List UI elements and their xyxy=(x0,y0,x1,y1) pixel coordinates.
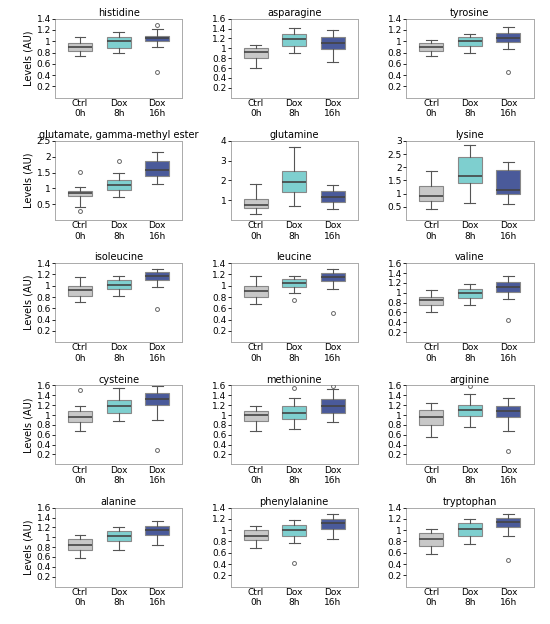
Bar xyxy=(145,36,169,41)
Bar xyxy=(282,170,306,192)
Bar xyxy=(68,411,92,422)
Bar xyxy=(68,191,92,196)
Y-axis label: Levels (AU): Levels (AU) xyxy=(24,275,34,330)
Bar xyxy=(107,280,130,288)
Title: histidine: histidine xyxy=(98,8,140,18)
Bar xyxy=(321,399,345,412)
Bar xyxy=(497,518,520,527)
Bar xyxy=(497,170,520,193)
Title: methionine: methionine xyxy=(267,374,322,384)
Bar xyxy=(497,406,520,417)
Bar xyxy=(145,271,169,280)
Bar xyxy=(107,180,130,190)
Title: isoleucine: isoleucine xyxy=(94,253,143,263)
Bar xyxy=(107,37,130,48)
Bar xyxy=(497,33,520,42)
Bar xyxy=(244,411,268,421)
Bar xyxy=(321,273,345,281)
Bar xyxy=(145,393,169,405)
Bar xyxy=(244,48,268,58)
Title: asparagine: asparagine xyxy=(267,8,322,18)
Title: valine: valine xyxy=(455,253,485,263)
Title: tryptophan: tryptophan xyxy=(443,497,497,507)
Bar xyxy=(458,524,482,536)
Bar xyxy=(458,289,482,298)
Bar xyxy=(458,37,482,46)
Bar xyxy=(282,406,306,419)
Bar xyxy=(68,286,92,296)
Title: alanine: alanine xyxy=(101,497,136,507)
Bar xyxy=(145,527,169,535)
Bar xyxy=(282,34,306,46)
Bar xyxy=(458,405,482,416)
Title: tyrosine: tyrosine xyxy=(450,8,490,18)
Bar xyxy=(107,532,130,541)
Y-axis label: Levels (AU): Levels (AU) xyxy=(24,153,34,208)
Title: glutamine: glutamine xyxy=(270,130,319,140)
Title: leucine: leucine xyxy=(277,253,312,263)
Bar xyxy=(458,157,482,183)
Bar xyxy=(107,400,130,412)
Bar xyxy=(419,186,443,202)
Y-axis label: Levels (AU): Levels (AU) xyxy=(24,31,34,86)
Title: phenylalanine: phenylalanine xyxy=(260,497,329,507)
Bar xyxy=(419,410,443,425)
Bar xyxy=(244,286,268,297)
Bar xyxy=(419,297,443,305)
Bar xyxy=(244,199,268,208)
Bar xyxy=(321,191,345,202)
Bar xyxy=(497,282,520,292)
Y-axis label: Levels (AU): Levels (AU) xyxy=(24,519,34,575)
Bar xyxy=(68,43,92,51)
Y-axis label: Levels (AU): Levels (AU) xyxy=(24,397,34,452)
Title: cysteine: cysteine xyxy=(98,374,139,384)
Bar xyxy=(244,530,268,540)
Bar xyxy=(321,37,345,49)
Title: glutamate, gamma-methyl ester: glutamate, gamma-methyl ester xyxy=(39,130,199,140)
Bar xyxy=(419,43,443,51)
Bar xyxy=(68,539,92,550)
Title: lysine: lysine xyxy=(455,130,484,140)
Bar xyxy=(419,533,443,546)
Bar xyxy=(282,525,306,536)
Bar xyxy=(282,279,306,287)
Bar xyxy=(321,519,345,529)
Bar xyxy=(145,162,169,176)
Title: arginine: arginine xyxy=(450,374,490,384)
